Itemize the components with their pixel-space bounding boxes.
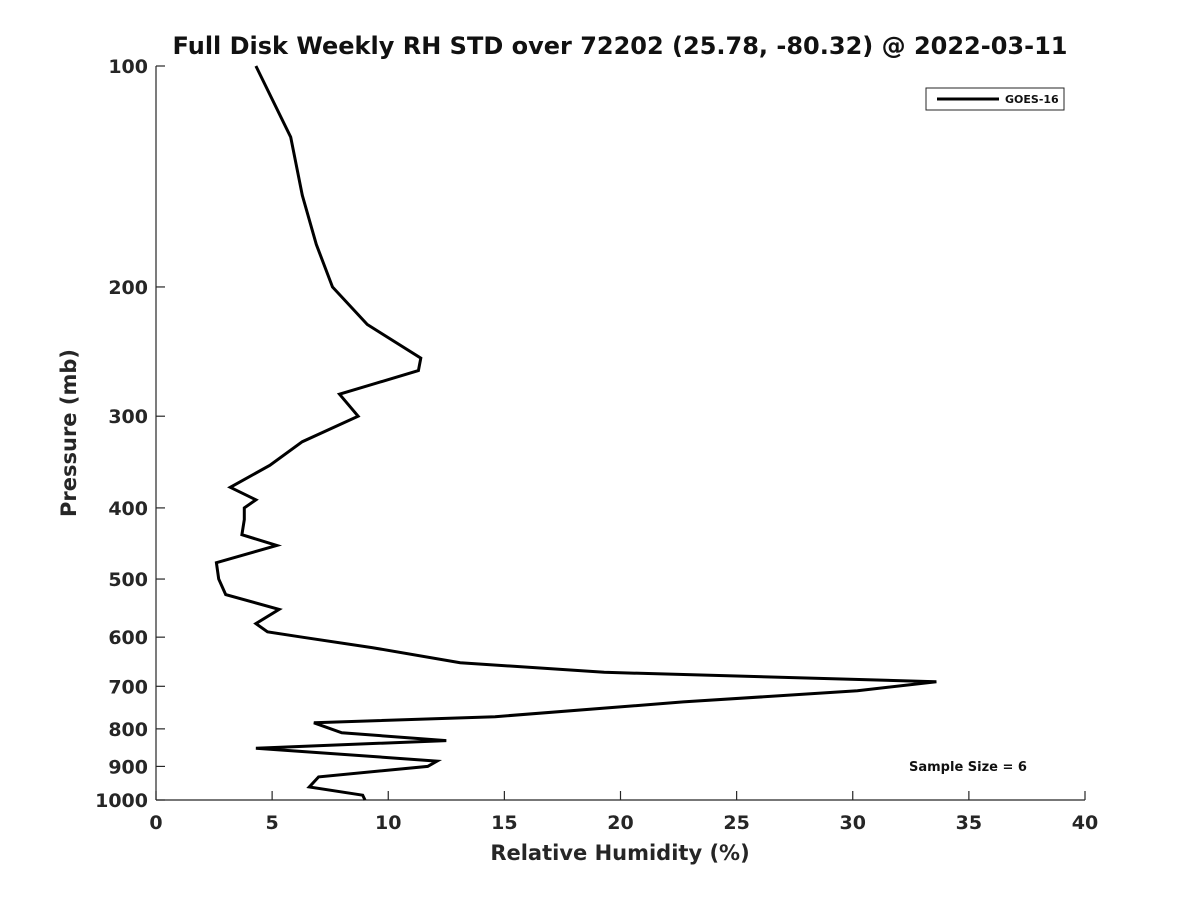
y-tick-label: 800 <box>108 719 148 741</box>
x-tick-label: 5 <box>266 812 279 834</box>
x-tick-label: 40 <box>1072 812 1098 834</box>
y-tick-label: 300 <box>108 406 148 428</box>
y-tick-label: 600 <box>108 627 148 649</box>
y-tick-label: 700 <box>108 676 148 698</box>
series-line-goes-16 <box>214 65 937 801</box>
y-tick-label: 500 <box>108 569 148 591</box>
x-axis-label: Relative Humidity (%) <box>490 841 749 865</box>
y-tick-label: 900 <box>108 756 148 778</box>
x-ticks: 0 5 10 15 20 25 30 35 40 <box>149 791 1098 834</box>
y-axis-label: Pressure (mb) <box>57 349 81 517</box>
legend: GOES-16 <box>925 87 1065 111</box>
plot-area: 0 5 10 15 20 25 30 35 40 100 200 300 400 500 600 700 80… <box>95 56 1098 834</box>
y-tick-label: 1000 <box>95 790 148 812</box>
x-tick-label: 30 <box>840 812 866 834</box>
x-tick-label: 0 <box>149 812 162 834</box>
x-tick-label: 10 <box>375 812 401 834</box>
sample-size-annotation: Sample Size = 6 <box>909 760 1027 775</box>
y-tick-label: 400 <box>108 498 148 520</box>
x-tick-label: 25 <box>723 812 749 834</box>
y-tick-label: 200 <box>108 277 148 299</box>
y-ticks: 100 200 300 400 500 600 700 800 900 1000 <box>95 56 165 812</box>
y-tick-label: 100 <box>108 56 148 78</box>
x-tick-label: 15 <box>491 812 517 834</box>
legend-label: GOES-16 <box>1005 93 1059 106</box>
x-tick-label: 20 <box>607 812 633 834</box>
x-tick-label: 35 <box>956 812 982 834</box>
chart-title: Full Disk Weekly RH STD over 72202 (25.7… <box>173 32 1068 60</box>
